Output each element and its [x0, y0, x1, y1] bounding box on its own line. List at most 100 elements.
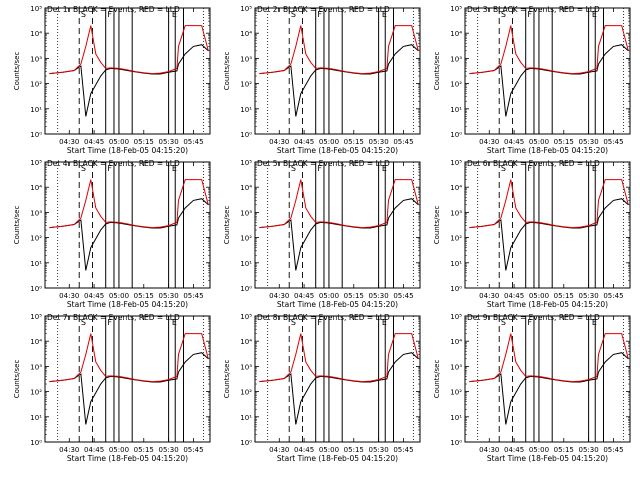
segment-letter: E: [382, 164, 387, 173]
y-tick-label: 10¹: [30, 106, 42, 114]
segment-letter: E: [172, 10, 177, 19]
y-tick-label: 10⁰: [450, 439, 462, 447]
y-tick-label: 10⁴: [30, 184, 42, 192]
x-tick-label: 04:30: [269, 292, 289, 300]
y-tick-label: 10⁵: [450, 159, 462, 167]
y-tick-label: 10²: [240, 389, 252, 397]
y-tick-label: 10⁰: [240, 131, 252, 139]
panel-title: Det 9r BLACK = Events, RED = LLD: [467, 313, 600, 322]
panel-title: Det 1r BLACK = Events, RED = LLD: [47, 5, 180, 14]
segment-letter: F: [527, 10, 532, 19]
x-tick-label: 05:15: [134, 138, 154, 146]
panel-6: S F E 10⁰ 10¹ 10² 10³ 10⁴ 10⁵ 04:30 04:45 05:00 05:1…: [433, 159, 631, 309]
series-events: [259, 44, 419, 117]
y-axis-label: Counts/sec: [223, 206, 231, 245]
segment-letter: F: [317, 10, 322, 19]
panel-4: S F E 10⁰ 10¹ 10² 10³ 10⁴ 10⁵ 04:30 04:45 05:00 05:1…: [13, 159, 211, 309]
x-tick-label: 05:00: [529, 138, 549, 146]
x-axis-label: Start Time (18-Feb-05 04:15:20): [487, 146, 608, 155]
y-tick-label: 10⁴: [30, 338, 42, 346]
y-tick-label: 10⁰: [240, 439, 252, 447]
y-tick-label: 10⁴: [240, 338, 252, 346]
y-tick-label: 10⁴: [450, 30, 462, 38]
x-tick-label: 04:30: [479, 292, 499, 300]
panel-title: Det 2r BLACK = Events, RED = LLD: [257, 5, 390, 14]
y-tick-label: 10²: [30, 389, 42, 397]
y-axis-label: Counts/sec: [223, 52, 231, 91]
y-tick-label: 10³: [450, 363, 462, 371]
x-axis-label: Start Time (18-Feb-05 04:15:20): [67, 146, 188, 155]
series-lld: [259, 333, 419, 383]
y-tick-label: 10⁵: [240, 313, 252, 321]
plot-frame: [44, 161, 211, 289]
y-tick-label: 10³: [450, 209, 462, 217]
time-markers: [267, 162, 414, 288]
segment-letter: S: [81, 164, 86, 173]
y-tick-label: 10²: [450, 81, 462, 89]
plot-frame: [464, 315, 631, 443]
plot-frame: [44, 7, 211, 135]
segment-letter: F: [527, 318, 532, 327]
series-events: [259, 352, 419, 425]
y-axis-label: Counts/sec: [13, 52, 21, 91]
x-tick-label: 05:00: [529, 446, 549, 454]
y-tick-label: 10³: [30, 209, 42, 217]
x-tick-label: 05:15: [554, 446, 574, 454]
series-lld: [259, 179, 419, 229]
y-tick-label: 10⁵: [450, 5, 462, 13]
y-tick-label: 10⁴: [450, 184, 462, 192]
x-tick-label: 05:15: [344, 138, 364, 146]
x-tick-label: 05:15: [344, 292, 364, 300]
segment-letter: S: [291, 164, 296, 173]
segment-letter: E: [382, 318, 387, 327]
series-events: [469, 44, 629, 117]
x-tick-label: 05:30: [369, 138, 389, 146]
panel-title: Det 6r BLACK = Events, RED = LLD: [467, 159, 600, 168]
x-tick-label: 05:30: [579, 138, 599, 146]
panel-8: S F E 10⁰ 10¹ 10² 10³ 10⁴ 10⁵ 04:30 04:45 05:00 05:1…: [223, 313, 421, 463]
y-tick-label: 10²: [240, 235, 252, 243]
x-tick-label: 04:45: [84, 446, 104, 454]
series-lld: [49, 333, 209, 383]
y-tick-label: 10¹: [450, 106, 462, 114]
x-tick-label: 05:15: [344, 446, 364, 454]
x-tick-label: 05:30: [159, 138, 179, 146]
x-tick-label: 04:45: [84, 292, 104, 300]
segment-letter: S: [81, 318, 86, 327]
x-tick-label: 04:45: [504, 446, 524, 454]
series-events: [469, 198, 629, 271]
x-tick-label: 05:15: [554, 138, 574, 146]
x-tick-label: 05:45: [183, 446, 203, 454]
series-lld: [469, 179, 629, 229]
y-axis-label: Counts/sec: [433, 206, 441, 245]
segment-letter: S: [81, 10, 86, 19]
series-lld: [49, 25, 209, 75]
x-axis-label: Start Time (18-Feb-05 04:15:20): [487, 454, 608, 463]
time-markers: [57, 316, 204, 442]
x-tick-label: 04:30: [269, 446, 289, 454]
plot-frame: [464, 161, 631, 289]
x-tick-label: 04:30: [479, 446, 499, 454]
series-events: [49, 44, 209, 117]
segment-letter: F: [317, 318, 322, 327]
x-tick-label: 04:30: [59, 292, 79, 300]
x-tick-label: 05:30: [579, 292, 599, 300]
x-tick-label: 05:00: [109, 446, 129, 454]
x-tick-label: 05:00: [319, 138, 339, 146]
segment-letter: S: [501, 318, 506, 327]
x-tick-label: 04:45: [84, 138, 104, 146]
series-lld: [469, 25, 629, 75]
series-lld: [49, 179, 209, 229]
series-lld: [469, 333, 629, 383]
y-tick-label: 10¹: [240, 414, 252, 422]
y-tick-label: 10⁰: [30, 131, 42, 139]
segment-letter: E: [592, 10, 597, 19]
y-tick-label: 10³: [30, 363, 42, 371]
x-tick-label: 05:30: [369, 292, 389, 300]
y-tick-label: 10²: [240, 81, 252, 89]
time-markers: [57, 8, 204, 134]
panel-title: Det 3r BLACK = Events, RED = LLD: [467, 5, 600, 14]
y-tick-label: 10⁵: [240, 5, 252, 13]
x-tick-label: 05:45: [603, 446, 623, 454]
